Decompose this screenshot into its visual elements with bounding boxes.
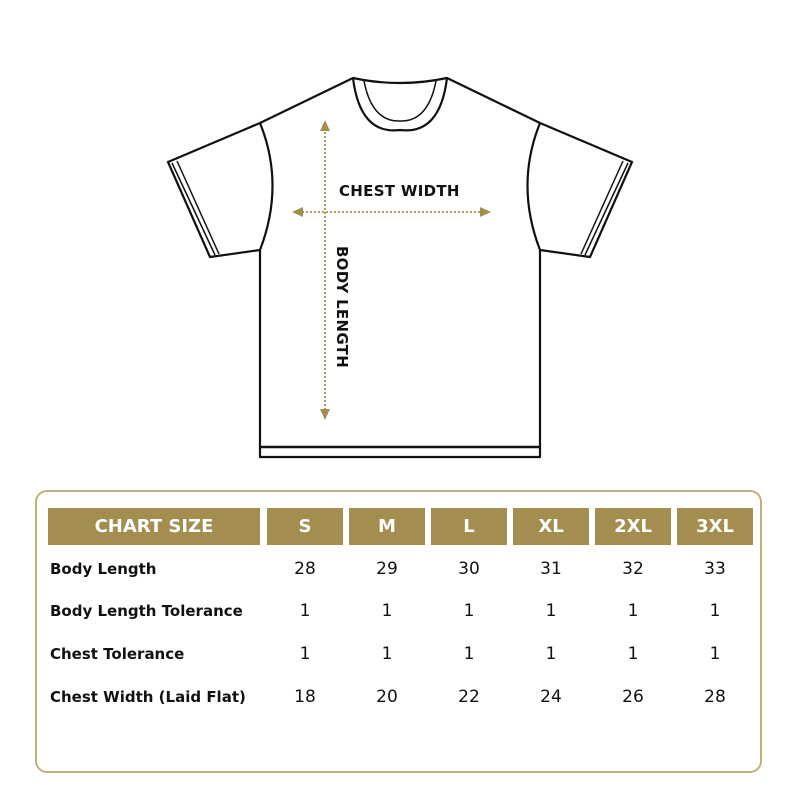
table-cell: 1 <box>463 601 475 621</box>
header-size-2xl: 2XL <box>595 508 671 545</box>
table-cell: 1 <box>545 644 557 664</box>
row-label: Chest Tolerance <box>50 645 185 663</box>
table-cell: 28 <box>294 559 316 579</box>
table-cell: 1 <box>545 601 557 621</box>
header-size-l: L <box>431 508 507 545</box>
right-cuff-line <box>584 162 629 256</box>
size-table <box>35 490 762 773</box>
table-cell: 31 <box>540 559 562 579</box>
arrow-down-icon <box>320 409 330 420</box>
table-cell: 1 <box>381 644 393 664</box>
table-cell: 28 <box>704 687 726 707</box>
right-armhole <box>526 122 542 251</box>
table-cell: 1 <box>709 644 721 664</box>
row-label: Body Length <box>50 560 157 578</box>
table-cell: 26 <box>622 687 644 707</box>
chest-width-label: CHEST WIDTH <box>339 182 460 200</box>
arrow-up-icon <box>320 120 330 131</box>
header-size-m: M <box>349 508 425 545</box>
header-size-s: S <box>267 508 343 545</box>
collar-inner <box>363 80 437 122</box>
arrow-left-icon <box>292 207 303 217</box>
table-cell: 1 <box>299 601 311 621</box>
tshirt-outline <box>166 76 634 459</box>
header-chart-size: CHART SIZE <box>48 508 260 545</box>
tshirt-diagram <box>166 76 634 459</box>
table-cell: 1 <box>299 644 311 664</box>
row-label: Chest Width (Laid Flat) <box>50 688 246 706</box>
table-cell: 1 <box>627 644 639 664</box>
table-cell: 20 <box>376 687 398 707</box>
body-length-label: BODY LENGTH <box>333 245 351 369</box>
table-cell: 18 <box>294 687 316 707</box>
table-cell: 32 <box>622 559 644 579</box>
table-cell: 1 <box>381 601 393 621</box>
right-cuff-line <box>580 160 624 255</box>
header-size-xl: XL <box>513 508 589 545</box>
left-cuff-line <box>171 162 216 256</box>
header-size-3xl: 3XL <box>677 508 753 545</box>
left-armhole <box>258 122 274 251</box>
table-cell: 1 <box>627 601 639 621</box>
table-cell: 29 <box>376 559 398 579</box>
table-cell: 24 <box>540 687 562 707</box>
arrow-right-icon <box>480 207 491 217</box>
left-cuff-line <box>176 160 220 255</box>
table-cell: 22 <box>458 687 480 707</box>
table-cell: 1 <box>463 644 475 664</box>
collar-outer <box>351 77 449 132</box>
table-cell: 33 <box>704 559 726 579</box>
table-cell: 30 <box>458 559 480 579</box>
row-label: Body Length Tolerance <box>50 602 243 620</box>
table-cell: 1 <box>709 601 721 621</box>
